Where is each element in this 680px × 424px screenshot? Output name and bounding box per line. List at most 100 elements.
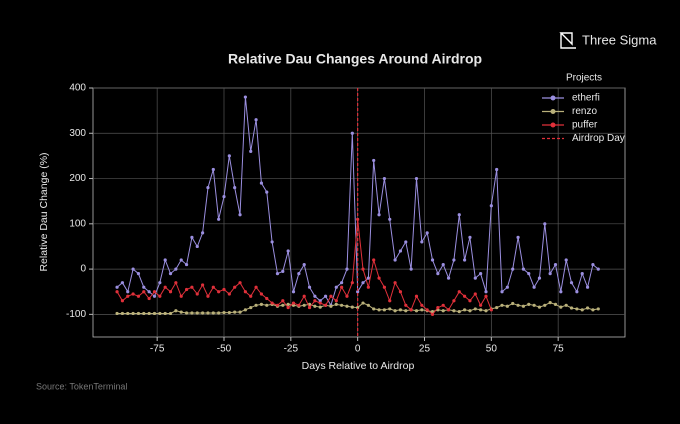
series-point — [211, 285, 215, 289]
series-point — [511, 301, 515, 306]
series-point — [168, 272, 173, 276]
series-point — [398, 308, 403, 312]
legend-swatch-marker — [550, 122, 556, 128]
series-point — [243, 308, 247, 312]
series-point — [340, 285, 344, 289]
legend-title: Projects — [566, 73, 602, 84]
series-point — [158, 294, 162, 298]
series-point — [446, 276, 451, 280]
series-point — [270, 240, 274, 244]
series-point — [473, 292, 477, 296]
series-point — [527, 302, 531, 307]
series-point — [201, 231, 205, 235]
y-tick-label: 300 — [69, 128, 86, 139]
series-point — [254, 118, 258, 122]
series-point — [142, 290, 146, 294]
series-point — [211, 311, 215, 315]
series-point — [452, 258, 456, 262]
series-point — [452, 309, 456, 313]
series-point — [243, 95, 247, 99]
series-point — [441, 262, 445, 267]
series-point — [559, 305, 563, 309]
series-point — [414, 309, 419, 313]
series-point — [596, 307, 600, 311]
series-point — [334, 299, 338, 303]
series-point — [222, 287, 226, 292]
series-point — [366, 276, 370, 280]
series-point — [259, 302, 264, 307]
series-point — [195, 244, 199, 249]
legend-label: Airdrop Day — [572, 133, 625, 144]
series-point — [457, 290, 461, 294]
series-point — [468, 235, 472, 239]
series-point — [163, 285, 167, 289]
series-point — [222, 310, 226, 315]
series-point — [318, 299, 322, 303]
series-point — [201, 283, 205, 287]
series-point — [393, 258, 397, 262]
series-point — [420, 308, 424, 312]
series-point — [227, 310, 231, 315]
y-tick-label: 0 — [80, 264, 86, 275]
series-point — [559, 290, 563, 294]
series-point — [548, 272, 552, 276]
series-point — [249, 294, 253, 298]
series-point — [521, 267, 526, 271]
series-point — [388, 217, 392, 221]
series-point — [126, 290, 130, 294]
series-point — [259, 292, 264, 296]
series-point — [115, 311, 119, 316]
series-point — [425, 231, 429, 235]
series-point — [350, 131, 354, 135]
series-point — [505, 304, 509, 308]
series-point — [222, 195, 226, 199]
series-point — [286, 302, 290, 307]
series-point — [575, 307, 579, 311]
x-tick-label: 0 — [355, 344, 361, 355]
series-point — [388, 299, 392, 303]
series-point — [356, 305, 360, 310]
series-point — [495, 167, 499, 172]
series-point — [227, 154, 231, 158]
series-point — [473, 276, 477, 280]
series-point — [537, 276, 542, 280]
series-point — [596, 267, 600, 271]
series-point — [591, 262, 595, 267]
series-point — [168, 290, 173, 294]
series-point — [217, 217, 221, 221]
series-point — [238, 213, 242, 217]
x-tick-label: 50 — [486, 344, 498, 355]
series-point — [291, 301, 296, 305]
y-tick-label: 100 — [69, 218, 86, 229]
series-point — [291, 303, 296, 307]
series-point — [297, 272, 301, 276]
series-point — [275, 272, 280, 276]
series-point — [227, 292, 231, 296]
series-point — [313, 294, 317, 298]
series-point — [393, 309, 397, 313]
series-point — [366, 285, 370, 289]
series-point — [532, 303, 536, 307]
series-point — [409, 308, 413, 312]
series-point — [388, 307, 392, 311]
series-point — [270, 301, 274, 305]
series-point — [382, 176, 386, 181]
series-point — [372, 158, 376, 163]
series-point — [158, 281, 162, 285]
series-point — [361, 281, 365, 285]
series-point — [281, 299, 285, 303]
series-point — [206, 294, 210, 298]
series-point — [265, 190, 269, 194]
series-point — [462, 258, 467, 262]
series-point — [580, 308, 584, 312]
series-point — [286, 249, 290, 253]
series-point — [163, 258, 167, 262]
series-point — [158, 311, 162, 316]
series-point — [334, 285, 338, 289]
series-point — [275, 303, 280, 307]
series-point — [174, 309, 178, 313]
series-point — [307, 305, 312, 310]
series-point — [484, 294, 488, 298]
series-point — [195, 292, 199, 296]
series-point — [441, 309, 445, 313]
